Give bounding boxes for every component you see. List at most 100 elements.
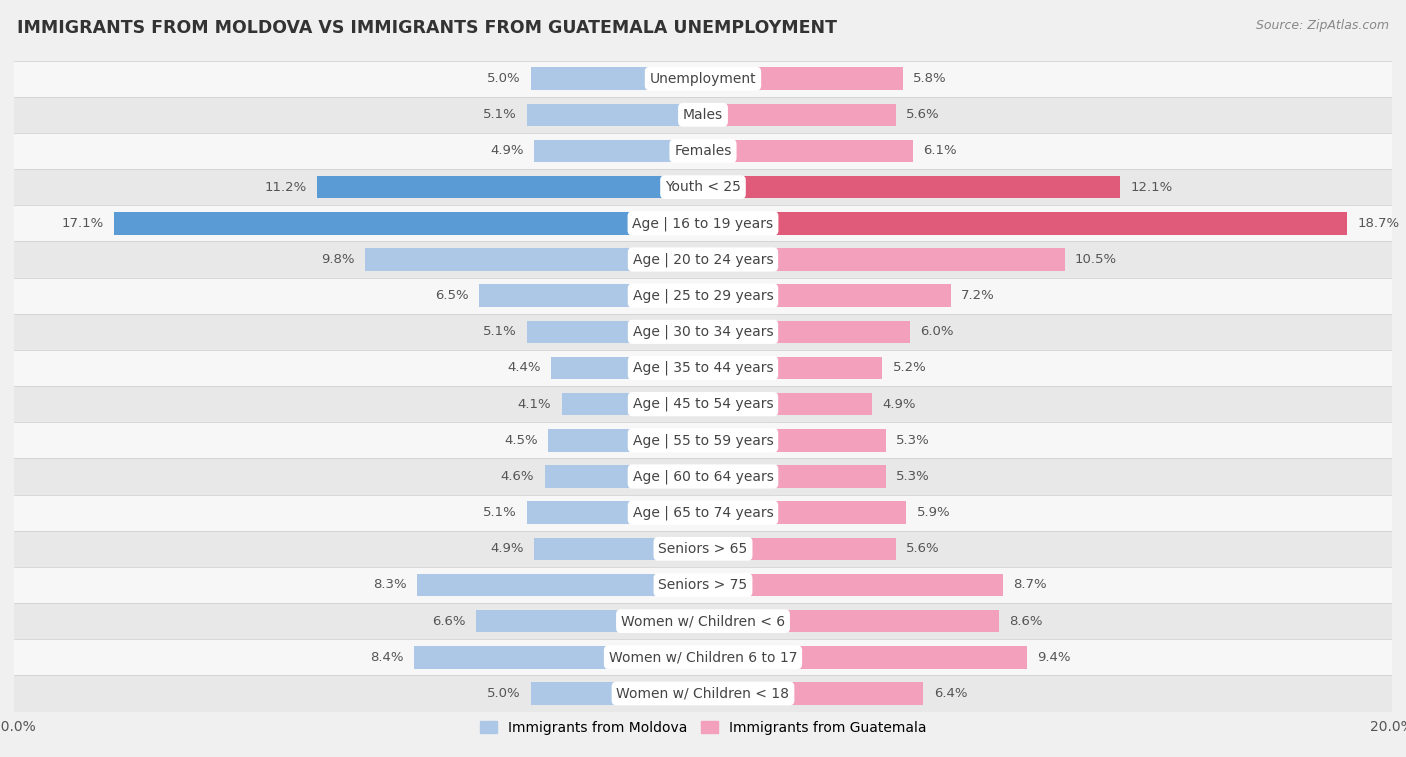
Bar	[14, 133, 1392, 169]
Text: Age | 16 to 19 years: Age | 16 to 19 years	[633, 216, 773, 231]
Text: Women w/ Children < 18: Women w/ Children < 18	[616, 687, 790, 700]
Text: 5.0%: 5.0%	[486, 72, 520, 85]
Text: 12.1%: 12.1%	[1130, 181, 1173, 194]
Bar	[544, 466, 703, 488]
Bar	[551, 357, 703, 379]
Bar	[703, 393, 872, 416]
Text: Age | 35 to 44 years: Age | 35 to 44 years	[633, 361, 773, 375]
Bar	[703, 285, 950, 307]
Text: Seniors > 65: Seniors > 65	[658, 542, 748, 556]
Legend: Immigrants from Moldova, Immigrants from Guatemala: Immigrants from Moldova, Immigrants from…	[474, 715, 932, 740]
Text: Unemployment: Unemployment	[650, 72, 756, 86]
Bar	[703, 212, 1347, 235]
Text: 6.0%: 6.0%	[920, 326, 953, 338]
Text: 5.1%: 5.1%	[484, 326, 517, 338]
Text: Source: ZipAtlas.com: Source: ZipAtlas.com	[1256, 19, 1389, 32]
Text: 4.9%: 4.9%	[491, 145, 524, 157]
Text: 8.7%: 8.7%	[1012, 578, 1046, 591]
Bar	[703, 248, 1064, 271]
Text: 17.1%: 17.1%	[62, 217, 104, 230]
Bar	[14, 603, 1392, 639]
Text: Youth < 25: Youth < 25	[665, 180, 741, 194]
Bar	[703, 176, 1119, 198]
Bar	[318, 176, 703, 198]
Text: 6.6%: 6.6%	[432, 615, 465, 628]
Text: 9.4%: 9.4%	[1038, 651, 1070, 664]
Bar	[527, 321, 703, 343]
Bar	[703, 357, 882, 379]
Text: 8.4%: 8.4%	[370, 651, 404, 664]
Bar	[479, 285, 703, 307]
Bar	[703, 67, 903, 90]
Text: 5.2%: 5.2%	[893, 362, 927, 375]
Bar	[548, 429, 703, 451]
Bar	[475, 610, 703, 632]
Text: Age | 20 to 24 years: Age | 20 to 24 years	[633, 252, 773, 266]
Bar	[534, 140, 703, 162]
Bar	[14, 169, 1392, 205]
Bar	[531, 682, 703, 705]
Text: 8.6%: 8.6%	[1010, 615, 1043, 628]
Text: Age | 65 to 74 years: Age | 65 to 74 years	[633, 506, 773, 520]
Text: 4.6%: 4.6%	[501, 470, 534, 483]
Text: 5.1%: 5.1%	[484, 506, 517, 519]
Text: 5.6%: 5.6%	[907, 108, 939, 121]
Bar	[14, 61, 1392, 97]
Bar	[703, 574, 1002, 597]
Text: 6.4%: 6.4%	[934, 687, 967, 700]
Bar	[703, 321, 910, 343]
Text: 5.9%: 5.9%	[917, 506, 950, 519]
Text: Age | 30 to 34 years: Age | 30 to 34 years	[633, 325, 773, 339]
Bar	[14, 313, 1392, 350]
Bar	[418, 574, 703, 597]
Text: Males: Males	[683, 107, 723, 122]
Text: 4.4%: 4.4%	[508, 362, 541, 375]
Bar	[703, 140, 912, 162]
Text: 5.3%: 5.3%	[896, 470, 929, 483]
Text: 9.8%: 9.8%	[322, 253, 356, 266]
Bar	[14, 97, 1392, 133]
Text: 4.9%: 4.9%	[491, 542, 524, 556]
Text: Age | 60 to 64 years: Age | 60 to 64 years	[633, 469, 773, 484]
Bar	[14, 675, 1392, 712]
Text: 6.5%: 6.5%	[434, 289, 468, 302]
Bar	[531, 67, 703, 90]
Text: 5.1%: 5.1%	[484, 108, 517, 121]
Text: Seniors > 75: Seniors > 75	[658, 578, 748, 592]
Text: 18.7%: 18.7%	[1358, 217, 1399, 230]
Text: 10.5%: 10.5%	[1076, 253, 1118, 266]
Text: 8.3%: 8.3%	[373, 578, 406, 591]
Bar	[703, 682, 924, 705]
Bar	[14, 531, 1392, 567]
Text: 5.3%: 5.3%	[896, 434, 929, 447]
Text: 5.6%: 5.6%	[907, 542, 939, 556]
Text: IMMIGRANTS FROM MOLDOVA VS IMMIGRANTS FROM GUATEMALA UNEMPLOYMENT: IMMIGRANTS FROM MOLDOVA VS IMMIGRANTS FR…	[17, 19, 837, 37]
Text: Age | 55 to 59 years: Age | 55 to 59 years	[633, 433, 773, 447]
Text: 5.8%: 5.8%	[912, 72, 946, 85]
Bar	[527, 501, 703, 524]
Bar	[562, 393, 703, 416]
Text: 5.0%: 5.0%	[486, 687, 520, 700]
Bar	[14, 205, 1392, 241]
Bar	[527, 104, 703, 126]
Bar	[14, 278, 1392, 313]
Bar	[14, 422, 1392, 459]
Bar	[366, 248, 703, 271]
Bar	[14, 567, 1392, 603]
Bar	[14, 241, 1392, 278]
Text: 6.1%: 6.1%	[924, 145, 957, 157]
Text: 4.5%: 4.5%	[503, 434, 537, 447]
Bar	[114, 212, 703, 235]
Bar	[703, 610, 1000, 632]
Text: Women w/ Children 6 to 17: Women w/ Children 6 to 17	[609, 650, 797, 665]
Text: 7.2%: 7.2%	[962, 289, 995, 302]
Bar	[14, 350, 1392, 386]
Bar	[703, 104, 896, 126]
Bar	[14, 494, 1392, 531]
Text: 4.9%: 4.9%	[882, 397, 915, 410]
Text: Women w/ Children < 6: Women w/ Children < 6	[621, 614, 785, 628]
Text: Age | 25 to 29 years: Age | 25 to 29 years	[633, 288, 773, 303]
Bar	[413, 646, 703, 668]
Bar	[534, 537, 703, 560]
Bar	[703, 646, 1026, 668]
